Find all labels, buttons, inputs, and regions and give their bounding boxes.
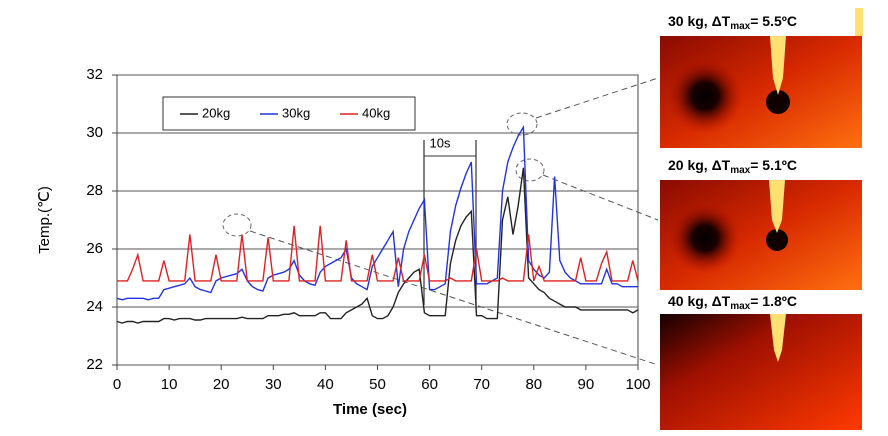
panel-label: 40 kg, ΔT (668, 293, 731, 309)
panel-sub: max (730, 301, 750, 312)
y-tick-label: 26 (86, 240, 103, 257)
hot-spot (766, 229, 788, 251)
panel-sub: max (730, 165, 750, 176)
series-line (117, 225, 639, 282)
y-tick-label: 28 (86, 182, 103, 199)
x-tick-label: 90 (578, 376, 595, 393)
y-tick-label: 30 (86, 124, 103, 141)
y-tick-label: 22 (86, 356, 103, 373)
legend-label: 30kg (282, 105, 310, 120)
x-axis-title: Time (sec) (333, 401, 407, 418)
thermal-image (660, 314, 862, 430)
probe (769, 180, 785, 233)
probe-tip (855, 8, 863, 36)
callout-circle (515, 158, 545, 182)
callout-arrow (535, 77, 659, 119)
x-tick-label: 0 (113, 376, 121, 393)
x-tick-label: 60 (421, 376, 438, 393)
series-line (116, 167, 639, 324)
panel-label: 30 kg, ΔT (668, 13, 731, 29)
panel-title: 20 kg, ΔTmax= 5.1ºC (668, 157, 797, 176)
y-tick-label: 24 (86, 298, 103, 315)
legend-label: 20kg (202, 105, 230, 120)
panel-sub: max (730, 21, 750, 32)
panel-label: 20 kg, ΔT (668, 157, 731, 173)
thermal-panel: 40 kg, ΔTmax= 1.8ºC (660, 293, 862, 430)
thermal-panel: 20 kg, ΔTmax= 5.1ºC (660, 157, 862, 290)
x-tick-label: 30 (265, 376, 282, 393)
x-tick-label: 10 (161, 376, 178, 393)
x-tick-label: 70 (473, 376, 490, 393)
legend-box (162, 96, 416, 131)
y-axis-title: Temp.(℃) (36, 186, 53, 254)
annotation: 10s (430, 135, 451, 150)
x-tick-label: 20 (213, 376, 230, 393)
x-tick-label: 40 (317, 376, 334, 393)
hot-spot (669, 202, 741, 274)
hot-spot (667, 58, 743, 134)
legend-label: 40kg (362, 105, 390, 120)
hot-spot (766, 90, 790, 114)
callout-circle (506, 112, 538, 136)
y-tick-label: 32 (86, 66, 103, 83)
series-line (116, 124, 638, 301)
x-tick-label: 80 (525, 376, 542, 393)
thermal-panel: 30 kg, ΔTmax= 5.5ºC (660, 8, 863, 148)
callout-arrow (249, 230, 659, 366)
panel-title: 40 kg, ΔTmax= 1.8ºC (668, 293, 797, 312)
panel-value: = 5.1ºC (750, 157, 797, 173)
probe (770, 36, 786, 95)
panel-title: 30 kg, ΔTmax= 5.5ºC (668, 13, 797, 32)
callout-circle (222, 213, 252, 237)
legend: 20kg 30kg 40kg (162, 96, 416, 131)
probe (770, 314, 786, 362)
callout-arrow (542, 174, 659, 221)
x-tick-label: 50 (369, 376, 386, 393)
panel-value: = 1.8ºC (750, 293, 797, 309)
x-tick-label: 100 (625, 376, 650, 393)
panel-value: = 5.5ºC (750, 13, 797, 29)
